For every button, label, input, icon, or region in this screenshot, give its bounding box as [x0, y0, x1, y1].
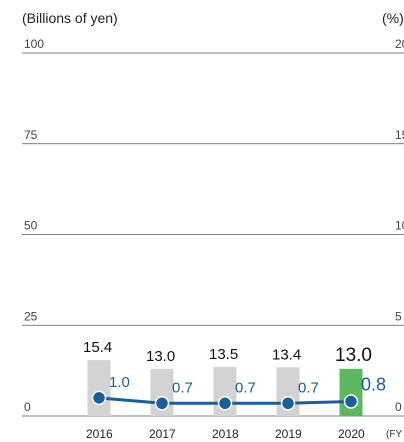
line-value-label-2017: 0.7	[172, 379, 193, 396]
left-tick-label-4: 100	[24, 37, 44, 51]
left-axis-unit: (Billions of yen)	[22, 10, 118, 26]
x-tick-label-2018: 2018	[212, 427, 239, 441]
x-axis-unit: (FY	[386, 429, 402, 440]
line-value-label-2018: 0.7	[235, 379, 256, 396]
left-tick-label-1: 25	[24, 309, 38, 323]
x-tick-label-2017: 2017	[149, 427, 176, 441]
bar-2016	[87, 360, 111, 416]
bar-value-label-2016: 15.4	[83, 339, 112, 356]
line-value-label-2019: 0.7	[298, 379, 319, 396]
x-tick-label-2016: 2016	[86, 427, 113, 441]
left-tick-label-0: 0	[24, 400, 31, 414]
x-tick-label-2019: 2019	[275, 427, 302, 441]
left-tick-label-2: 50	[24, 219, 38, 233]
right-tick-label-4: 20	[395, 37, 404, 51]
bar-value-label-2017: 13.0	[146, 348, 175, 365]
line-point-2018	[217, 396, 233, 411]
line-value-label-2016: 1.0	[109, 374, 130, 391]
bar-value-label-2018: 13.5	[209, 346, 238, 363]
left-tick-label-3: 75	[24, 128, 38, 142]
right-tick-label-0: 0	[395, 400, 402, 414]
line-value-label-2020: 0.8	[361, 374, 386, 394]
x-tick-label-2020: 2020	[338, 427, 365, 441]
right-tick-label-3: 15	[395, 128, 404, 142]
right-tick-label-1: 5	[395, 309, 402, 323]
right-axis-unit: (%)	[382, 10, 404, 26]
line-point-2020	[343, 394, 359, 409]
bar-value-label-2019: 13.4	[272, 346, 301, 363]
right-tick-label-2: 10	[395, 219, 404, 233]
bar-2020	[339, 368, 363, 416]
line-point-2016	[91, 390, 107, 406]
line-point-2019	[280, 396, 296, 411]
bar-value-label-2020: 13.0	[335, 345, 372, 366]
line-point-2017	[154, 396, 170, 411]
